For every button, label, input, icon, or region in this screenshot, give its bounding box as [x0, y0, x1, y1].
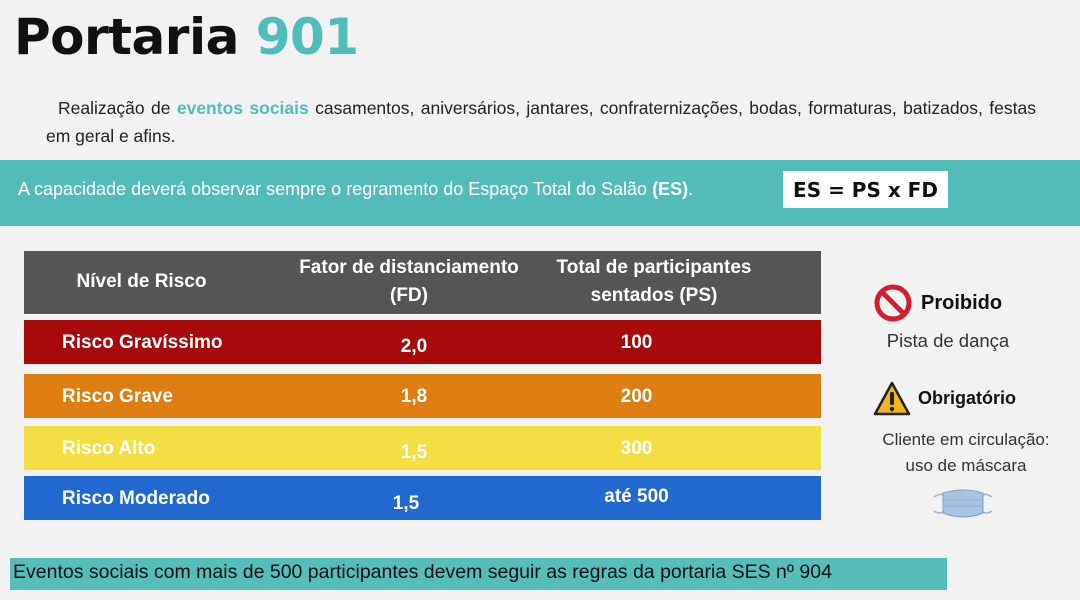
footer-note: Eventos sociais com mais de 500 particip…	[10, 558, 947, 590]
formula-box: ES = PS x FD	[783, 171, 948, 208]
table-row: Risco Gravíssimo 2,0 100	[24, 320, 821, 364]
risk-level: Risco Grave	[62, 386, 173, 407]
risk-level: Risco Moderado	[62, 488, 210, 509]
ps-value: até 500	[604, 486, 669, 507]
risk-level: Risco Gravíssimo	[62, 332, 223, 353]
risk-level: Risco Alto	[62, 438, 156, 459]
capacity-text: A capacidade deverá observar sempre o re…	[18, 179, 693, 200]
intro-after: casamentos, aniversários, jantares, conf…	[46, 98, 1036, 146]
ps-value: 300	[620, 438, 653, 459]
ps-value: 100	[620, 332, 653, 353]
page-title: Portaria 901	[14, 8, 359, 66]
header-risk-level: Nível de Risco	[76, 271, 207, 292]
fd-value: 1,5	[392, 493, 420, 514]
face-mask-icon	[933, 489, 993, 518]
capacity-text-before: A capacidade deverá observar sempre o re…	[18, 179, 653, 199]
fd-value: 1,5	[400, 442, 428, 463]
title-main: Portaria	[14, 8, 239, 66]
footer-text: Eventos sociais com mais de 500 particip…	[13, 561, 832, 583]
fd-value: 2,0	[400, 336, 428, 357]
capacity-text-after: .	[688, 179, 694, 199]
table-row: Risco Alto 1,5 300	[24, 426, 821, 470]
mandatory-title: Obrigatório	[918, 388, 1016, 408]
intro-highlight: eventos sociais	[176, 98, 309, 118]
fd-value: 1,8	[400, 386, 428, 407]
prohibited-title: Proibido	[921, 292, 1003, 314]
mandatory-text: Cliente em circulação: uso de máscara	[866, 427, 1066, 479]
header-fd: Fator de distanciamento (FD)	[299, 257, 519, 306]
ps-value: 200	[620, 386, 653, 407]
title-number: 901	[255, 8, 359, 66]
table-row: Risco Grave 1,8 200	[24, 374, 821, 418]
prohibited-icon	[874, 284, 912, 322]
table-header: Nível de Risco Fator de distanciamento (…	[24, 251, 821, 314]
mandatory-line-1: Cliente em circulação:	[882, 430, 1050, 449]
intro-paragraph: Realização de eventos sociais casamentos…	[46, 94, 1036, 150]
mandatory-line-2: uso de máscara	[905, 456, 1027, 475]
table-row: Risco Moderado 1,5 até 500	[24, 476, 821, 520]
warning-icon	[873, 381, 911, 416]
intro-before: Realização de	[58, 98, 171, 118]
prohibited-text: Pista de dança	[886, 330, 1010, 351]
capacity-es: (ES)	[652, 179, 689, 199]
header-ps: Total de participantes sentados (PS)	[556, 257, 752, 306]
